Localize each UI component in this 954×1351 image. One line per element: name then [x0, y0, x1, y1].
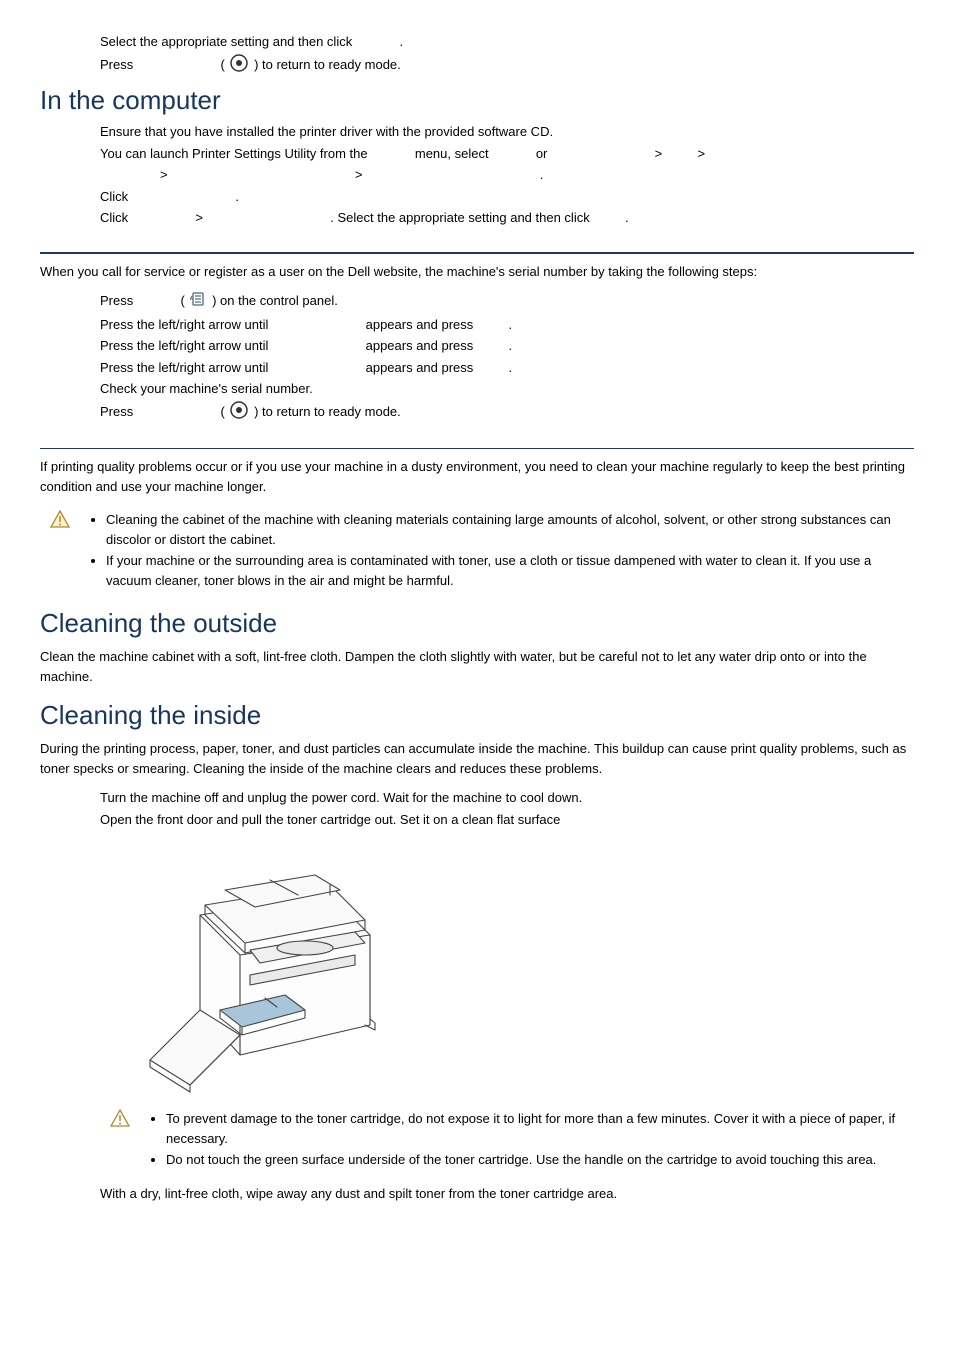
- stop-icon: [230, 401, 248, 425]
- step-text: Press the left/right arrow until: [100, 360, 268, 375]
- warning-block: To prevent damage to the toner cartridge…: [40, 1107, 914, 1172]
- warning-block: Cleaning the cabinet of the machine with…: [40, 508, 914, 592]
- section-heading-computer: In the computer: [40, 81, 914, 120]
- step-text: Press: [100, 404, 133, 419]
- period: .: [509, 360, 513, 375]
- paren: (: [180, 293, 184, 308]
- arrow-text: >: [160, 167, 168, 182]
- step-text: appears and press: [366, 317, 474, 332]
- warning-bullet: Cleaning the cabinet of the machine with…: [106, 510, 914, 549]
- step-text: Press: [100, 57, 133, 72]
- warning-bullet: To prevent damage to the toner cartridge…: [166, 1109, 914, 1148]
- section-heading-inside: Cleaning the inside: [40, 696, 914, 735]
- warning-bullet: Do not touch the green surface underside…: [166, 1150, 914, 1170]
- step-text: or: [536, 146, 548, 161]
- period: .: [509, 317, 513, 332]
- period: .: [509, 338, 513, 353]
- paren: (: [220, 404, 224, 419]
- step-text: You can launch Printer Settings Utility …: [100, 146, 368, 161]
- warning-icon: [110, 1109, 130, 1133]
- step-text: Ensure that you have installed the print…: [40, 122, 914, 142]
- section-divider: [40, 252, 914, 254]
- step-text: ) on the control panel.: [212, 293, 338, 308]
- stop-icon: [230, 54, 248, 78]
- section-heading-outside: Cleaning the outside: [40, 604, 914, 643]
- step-text: Press the left/right arrow until: [100, 317, 268, 332]
- warning-bullet: If your machine or the surrounding area …: [106, 551, 914, 590]
- step-text: Select the appropriate setting and then …: [100, 34, 352, 49]
- arrow-text: >: [195, 210, 203, 225]
- step-text: menu, select: [415, 146, 489, 161]
- period: .: [625, 210, 629, 225]
- arrow-text: >: [655, 146, 663, 161]
- step-text: Click: [100, 210, 128, 225]
- step-text: . Select the appropriate setting and the…: [330, 210, 589, 225]
- cleaning-intro: If printing quality problems occur or if…: [40, 457, 914, 496]
- step-text: Open the front door and pull the toner c…: [40, 810, 914, 830]
- paren: (: [220, 57, 224, 72]
- outside-para: Clean the machine cabinet with a soft, l…: [40, 647, 914, 686]
- warning-icon: [50, 510, 70, 534]
- step-text: ) to return to ready mode.: [254, 404, 401, 419]
- printer-illustration: [130, 835, 390, 1095]
- step-text: Click: [100, 189, 128, 204]
- step-text: Turn the machine off and unplug the powe…: [40, 788, 914, 808]
- menu-icon: [190, 291, 206, 313]
- step-text-end: .: [399, 34, 403, 49]
- step-text: With a dry, lint-free cloth, wipe away a…: [40, 1184, 914, 1204]
- step-text: appears and press: [366, 360, 474, 375]
- inside-para: During the printing process, paper, tone…: [40, 739, 914, 778]
- step-text: Check your machine's serial number.: [40, 379, 914, 399]
- step-text: Press: [100, 293, 133, 308]
- serial-intro: When you call for service or register as…: [40, 262, 914, 282]
- section-divider: [40, 448, 914, 449]
- step-text: Press the left/right arrow until: [100, 338, 268, 353]
- period: .: [540, 167, 544, 182]
- step-text: appears and press: [366, 338, 474, 353]
- arrow-text: >: [355, 167, 363, 182]
- arrow-text: >: [697, 146, 705, 161]
- period: .: [235, 189, 239, 204]
- step-text: ) to return to ready mode.: [254, 57, 401, 72]
